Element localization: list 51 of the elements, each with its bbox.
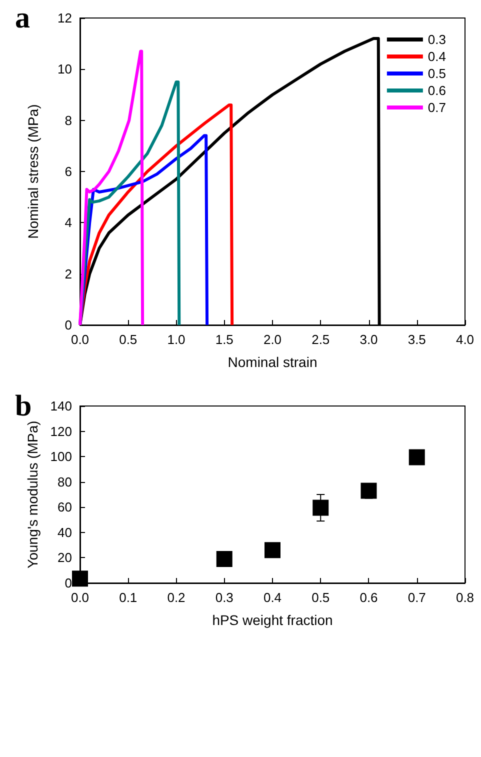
x-tick-label: 0.0 <box>70 332 90 347</box>
y-tick-label: 80 <box>58 474 72 490</box>
y-tick-label: 0 <box>64 576 72 590</box>
chart-title: a <box>15 2 30 34</box>
y-tick-label: 12 <box>58 10 72 26</box>
y-tick-label: 20 <box>58 550 72 566</box>
line-series <box>78 50 144 326</box>
y-tick-label: 8 <box>64 112 72 128</box>
y-tick-label: 4 <box>64 215 72 230</box>
x-tick-label: 2.5 <box>312 332 330 347</box>
x-axis-title: hPS weight fraction <box>212 612 333 628</box>
x-tick-label: 1.5 <box>215 332 234 347</box>
legend-label: 0.4 <box>428 49 446 64</box>
x-tick-label: 0.8 <box>456 590 474 605</box>
x-axis-title: Nominal strain <box>228 354 318 370</box>
point <box>408 449 425 466</box>
x-tick-label: 1.0 <box>167 332 186 347</box>
y-tick-label: 60 <box>58 500 72 515</box>
y-tick-label: 40 <box>58 524 72 540</box>
x-tick-label: 0.6 <box>360 590 378 605</box>
y-tick-label: 100 <box>50 449 72 464</box>
legend-label: 0.7 <box>428 100 446 115</box>
y-tick-label: 0 <box>64 318 72 332</box>
y-tick-label: 140 <box>50 398 72 414</box>
x-tick-label: 0.7 <box>408 590 426 605</box>
point <box>360 482 377 499</box>
x-tick-label: 0.4 <box>263 590 282 605</box>
x-tick-label: 0.3 <box>215 590 234 605</box>
x-tick-label: 0.2 <box>167 590 186 605</box>
x-tick-label: 0.0 <box>70 590 90 605</box>
chart-title: b <box>15 390 32 422</box>
point <box>216 550 232 567</box>
point <box>72 570 88 587</box>
legend-label: 0.3 <box>428 32 446 47</box>
x-tick-label: 3.5 <box>408 332 426 347</box>
x-tick-label: 4.0 <box>456 332 474 347</box>
y-tick-label: 2 <box>64 266 72 282</box>
y-tick-label: 10 <box>58 62 72 77</box>
legend-label: 0.6 <box>428 83 446 98</box>
y-tick-label: 120 <box>50 424 72 439</box>
y-axis-title: Nominal stress (MPa) <box>25 104 41 239</box>
x-tick-label: 0.5 <box>119 332 138 347</box>
point <box>264 542 280 558</box>
point <box>312 500 329 516</box>
y-tick-label: 6 <box>64 164 72 179</box>
x-tick-label: 0.1 <box>119 590 138 605</box>
x-tick-label: 0.5 <box>312 590 330 605</box>
x-tick-label: 2.0 <box>263 332 282 347</box>
x-tick-label: 3.0 <box>360 332 378 347</box>
y-axis-title: Young's modulus (MPa) <box>24 420 40 568</box>
legend-label: 0.5 <box>428 66 446 81</box>
